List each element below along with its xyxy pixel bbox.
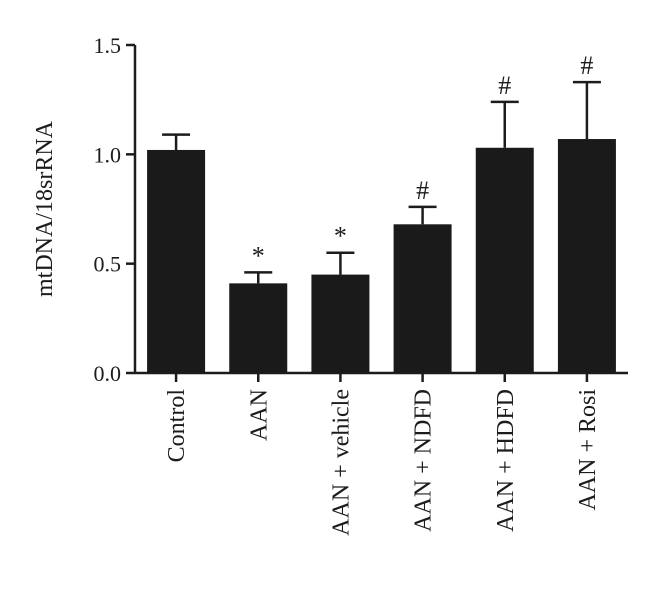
bar xyxy=(393,224,452,373)
significance-label: # xyxy=(416,176,429,205)
axes xyxy=(126,43,628,382)
y-tick-label: 0.0 xyxy=(94,361,122,386)
labels: 0.0 0.5 1.0 1.5 Control AAN * AAN + vehicle * AAN… xyxy=(94,33,601,536)
significance-label: * xyxy=(334,222,347,251)
bar xyxy=(557,139,616,373)
bar xyxy=(147,149,206,373)
x-tick-label: AAN + HDFD xyxy=(493,389,519,532)
x-tick-label: AAN + vehicle xyxy=(328,389,354,536)
significance-label: # xyxy=(498,71,511,100)
y-tick-label: 1.0 xyxy=(94,142,122,167)
y-tick-label: 1.5 xyxy=(94,33,122,58)
y-tick-label: 0.5 xyxy=(94,252,122,277)
significance-label: # xyxy=(580,51,593,80)
bar xyxy=(475,147,534,373)
bar xyxy=(229,283,288,373)
x-tick-label: Control xyxy=(164,389,190,463)
y-axis-title: mtDNA/18srRNA xyxy=(32,120,58,297)
bars xyxy=(147,80,616,373)
bar xyxy=(311,274,370,373)
x-tick-label: AAN + NDFD xyxy=(411,389,437,532)
significance-label: * xyxy=(252,241,265,270)
x-tick-label: AAN + Rosi xyxy=(575,389,601,511)
x-tick-label: AAN xyxy=(246,389,272,441)
